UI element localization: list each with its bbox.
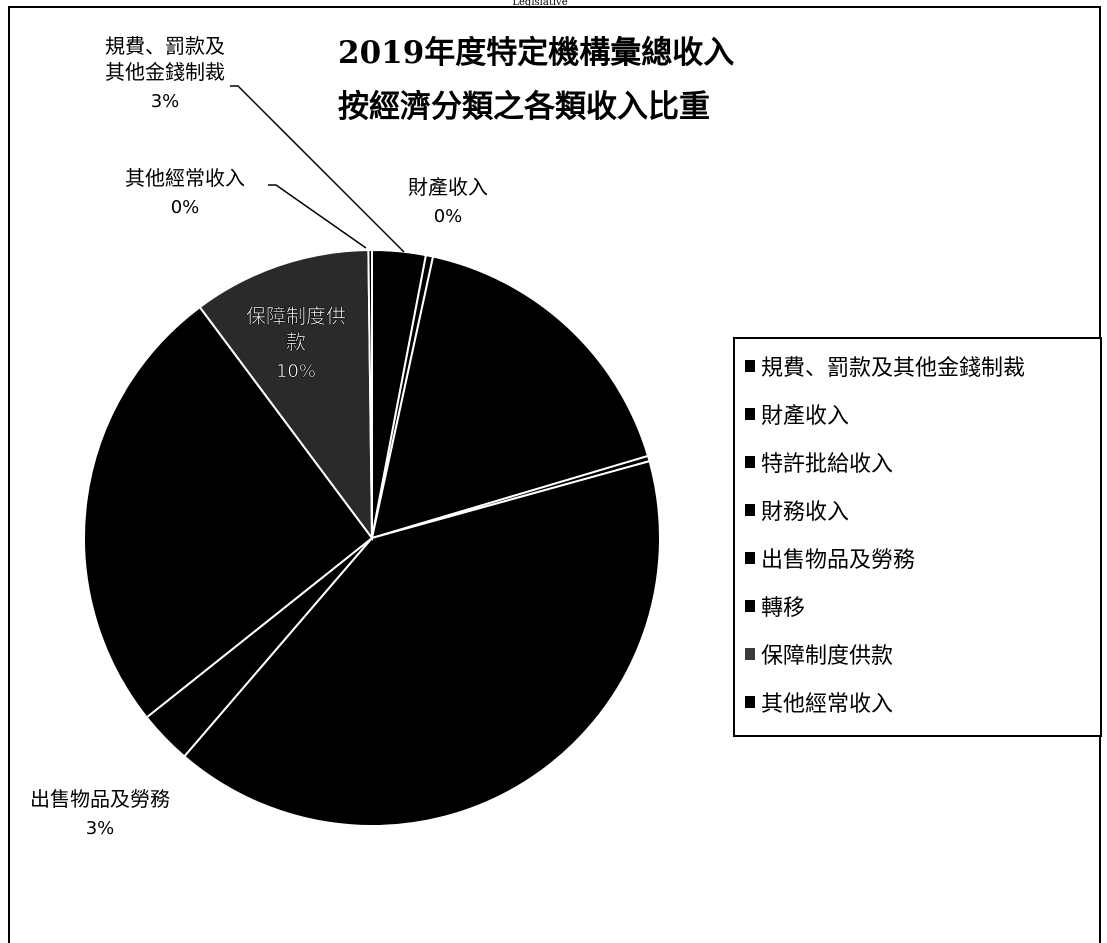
legend-label: 其他經常收入 (761, 692, 894, 717)
pie-slice (83, 305, 374, 719)
legend-item: 保障制度供款 (745, 639, 893, 669)
legend-label: 特許批給收入 (761, 452, 894, 477)
slice-percent-label: 10% (276, 361, 316, 382)
legend-item: 規費、罰款及其他金錢制裁 (745, 351, 1025, 381)
legend-item: 轉移 (745, 591, 805, 621)
pie-slice (182, 459, 661, 827)
legend-item: 財務收入 (745, 495, 849, 525)
legend-swatch (745, 648, 755, 660)
pie-slice (370, 255, 650, 540)
legend-swatch (745, 552, 755, 564)
pie-slice (198, 249, 374, 542)
legend-label: 保障制度供款 (761, 644, 894, 669)
chart-title-line-2: 按經濟分類之各類收入比重 (338, 89, 710, 125)
legend-label: 規費、罰款及其他金錢制裁 (761, 356, 1026, 381)
legend-swatch (745, 408, 755, 420)
slice-label: 其他經常收入 (125, 166, 245, 190)
slice-label: 保障制度供 (246, 304, 346, 328)
legend-item: 財產收入 (745, 399, 849, 429)
slice-label: 規費、罰款及 (105, 34, 225, 58)
legend-swatch (745, 456, 755, 468)
slice-percent-label: 3% (86, 818, 115, 839)
chart-title-line-1: 2019年度特定機構彙總收入 (338, 35, 734, 71)
slice-percent-label: 0% (434, 206, 463, 227)
legend-swatch (745, 360, 755, 372)
legend-label: 出售物品及勞務 (761, 548, 916, 573)
slice-label: 出售物品及勞務 (30, 787, 170, 811)
slice-percent-label: 0% (171, 197, 200, 218)
legend-swatch (745, 600, 755, 612)
legend-item: 出售物品及勞務 (745, 543, 915, 573)
legend-item: 其他經常收入 (745, 687, 893, 717)
leader-line (268, 184, 367, 249)
legend: 規費、罰款及其他金錢制裁 財產收入特許批給收入 財務收入出售物品及勞務 轉移保障制度供… (733, 337, 1102, 737)
slice-percent-label: 3% (151, 91, 180, 112)
header-text: Legislative (512, 0, 568, 6)
legend-label: 轉移 (761, 596, 806, 621)
legend-swatch (745, 696, 755, 708)
legend-label: 財務收入 (761, 500, 850, 525)
slice-label: 其他金錢制裁 (105, 60, 225, 84)
slice-label: 財產收入 (408, 175, 488, 199)
legend-swatch (745, 504, 755, 516)
legend-item: 特許批給收入 (745, 447, 893, 477)
leader-line (230, 85, 405, 253)
legend-label: 財產收入 (761, 404, 850, 429)
pie-slice (367, 248, 373, 539)
slice-label: 款 (286, 330, 306, 354)
